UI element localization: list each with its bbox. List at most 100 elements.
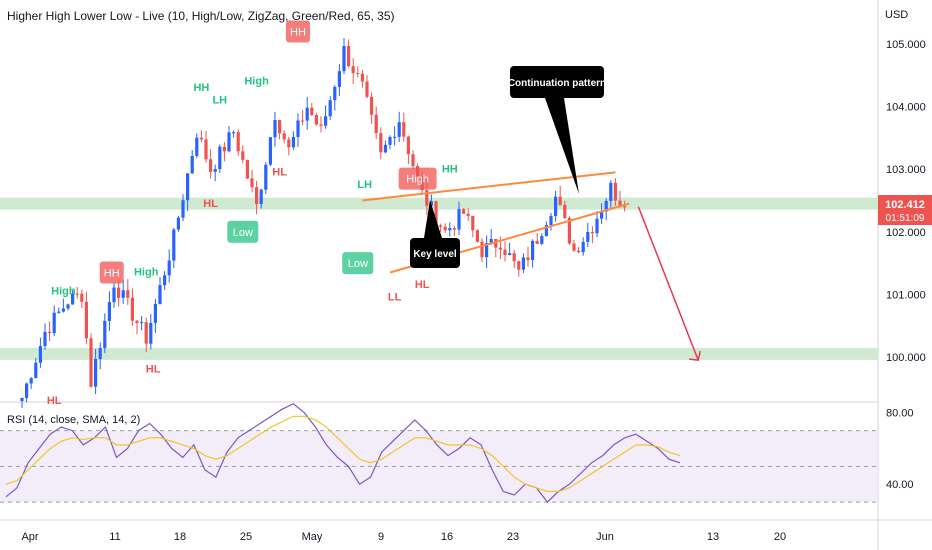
time-tick: 9 [378, 531, 384, 543]
candle-body [268, 137, 272, 165]
candle-body [291, 136, 295, 148]
pivot-label: LH [212, 94, 227, 106]
candle-body [43, 331, 47, 347]
candle-body [218, 146, 222, 170]
candle-body [402, 122, 406, 137]
candle-body [250, 178, 254, 188]
candle-body [494, 238, 498, 248]
current-price-tag [878, 195, 932, 226]
time-tick: 11 [109, 531, 120, 543]
pivot-label: High [406, 174, 429, 186]
candle-body [558, 196, 562, 205]
rsi-pane [0, 403, 878, 503]
pivot-label: LL [388, 292, 402, 304]
rsi-tick: 40.00 [886, 479, 914, 491]
projection-arrow-line [637, 206, 699, 361]
candle-body [57, 311, 61, 313]
callout-pointer [424, 200, 442, 238]
candle-body [439, 225, 443, 227]
candle-body [397, 122, 401, 137]
candle-body [489, 238, 493, 244]
time-tick: 23 [507, 531, 519, 543]
countdown: 01:51:09 [886, 213, 925, 224]
candle-body [296, 120, 300, 137]
candle-body [452, 228, 456, 230]
candle-body [512, 253, 516, 262]
pivot-labels: HighHHHLHighHLHHLHHLLowHighHLHHLowLHLLHi… [47, 20, 458, 407]
candle-body [462, 209, 466, 214]
candle-body [563, 204, 567, 218]
pivot-label: High [51, 285, 76, 297]
candle-body [255, 187, 259, 205]
time-tick: 20 [774, 531, 786, 543]
candle-body [176, 217, 180, 230]
candle-body [324, 116, 328, 126]
candle-body [572, 243, 576, 251]
candle-body [356, 73, 360, 75]
candle-body [604, 200, 608, 212]
candle-body [457, 209, 461, 230]
candle-body [167, 260, 171, 276]
candle-body [287, 139, 291, 148]
candle-body [117, 287, 121, 298]
candle-body [98, 347, 102, 359]
candle-body [66, 304, 70, 309]
candle-body [314, 115, 318, 125]
pivot-badge [342, 252, 374, 275]
candle-body [337, 71, 341, 87]
candle-body [172, 229, 176, 261]
candle-body [121, 290, 125, 298]
candle-body [301, 120, 305, 122]
candle-body [181, 200, 185, 218]
candle-body [485, 243, 489, 258]
candle-body [586, 232, 590, 242]
pivot-label: HH [290, 26, 306, 38]
candle-body [264, 164, 268, 190]
candle-body [278, 120, 282, 134]
candle-body [38, 346, 42, 363]
pivot-badge [227, 220, 259, 243]
candle-body [328, 100, 332, 117]
price-tick: 105.000 [886, 39, 926, 51]
candle-body [347, 46, 351, 67]
pivot-badge [286, 20, 310, 43]
candle-body [342, 46, 346, 72]
current-price: 102.412 [885, 199, 925, 211]
candle-body [351, 66, 355, 74]
candle-body [140, 322, 144, 324]
pivot-label: HH [193, 82, 209, 94]
candle-body [581, 241, 585, 253]
candle-body [466, 213, 470, 216]
pivot-label: HH [442, 163, 458, 175]
candle-body [535, 240, 539, 244]
candle-body [245, 159, 249, 179]
pivot-badge [398, 167, 437, 190]
candle-body [112, 287, 116, 303]
candle-body [590, 232, 594, 234]
time-tick: 18 [174, 531, 186, 543]
time-tick: 16 [441, 531, 453, 543]
candle-body [94, 358, 98, 387]
candle-body [425, 190, 429, 206]
candle-body [213, 169, 217, 172]
axes: USD 105.000 104.000 103.000 102.000 101.000 10… [21, 9, 932, 543]
callout-box [510, 66, 604, 98]
candle-body [190, 155, 194, 174]
candle-body [107, 302, 111, 321]
candle-body [135, 320, 139, 324]
candle-body [379, 133, 383, 153]
candle-body [370, 96, 374, 115]
support-zone-0 [0, 197, 878, 210]
candle-body [618, 200, 622, 207]
candle-body [544, 225, 548, 236]
candle-body [282, 133, 286, 140]
candle-body [29, 378, 33, 384]
candle-body [577, 250, 581, 253]
candle-body [388, 136, 392, 145]
time-tick: Apr [21, 531, 38, 543]
support-zones [0, 197, 878, 360]
pivot-badge [99, 261, 124, 284]
callout-text: Key level [413, 249, 457, 260]
candle-body [508, 253, 512, 256]
callout-text: Continuation pattern [508, 78, 606, 89]
